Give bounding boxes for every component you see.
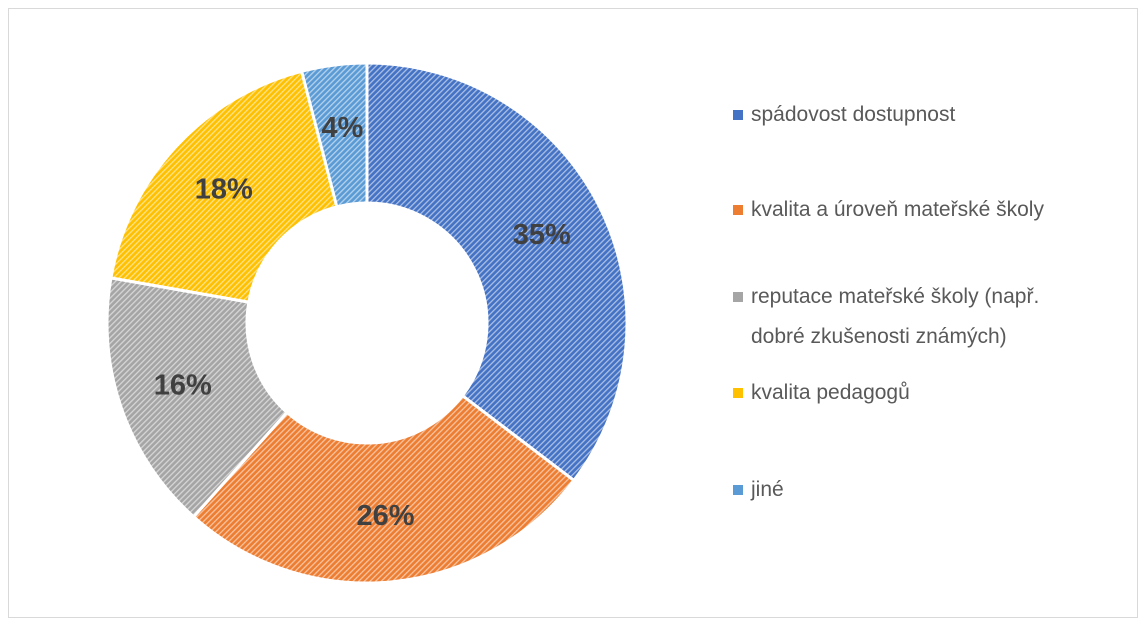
data-label: 16% <box>154 369 212 401</box>
donut-slice <box>299 61 369 209</box>
data-label: 35% <box>513 219 571 251</box>
data-label: 18% <box>195 173 253 205</box>
donut-slice <box>109 69 339 304</box>
legend-swatch <box>733 292 743 302</box>
legend-label: jiné <box>751 478 784 501</box>
data-label: 4% <box>321 112 363 144</box>
legend-swatch <box>733 205 743 215</box>
legend-swatch <box>733 388 743 398</box>
legend-item: spádovost dostupnost <box>733 95 1123 135</box>
donut-slice <box>191 393 577 585</box>
legend-label: kvalita a úroveň mateřské školy <box>751 198 1044 221</box>
legend-label: reputace mateřské školy (např. dobré zku… <box>751 285 1040 348</box>
donut-slice <box>365 61 629 483</box>
legend-label: kvalita pedagogů <box>751 381 910 404</box>
chart-frame <box>8 8 1138 618</box>
legend-label: spádovost dostupnost <box>751 103 956 126</box>
legend-swatch <box>733 485 743 495</box>
data-label: 26% <box>357 500 415 532</box>
legend-item: jiné <box>733 470 1123 510</box>
legend-item: kvalita a úroveň mateřské školy <box>733 190 1123 230</box>
legend-item: reputace mateřské školy (např. dobré zku… <box>733 277 1123 357</box>
legend-item: kvalita pedagogů <box>733 373 1123 413</box>
legend-swatch <box>733 110 743 120</box>
donut-slice <box>105 276 290 519</box>
